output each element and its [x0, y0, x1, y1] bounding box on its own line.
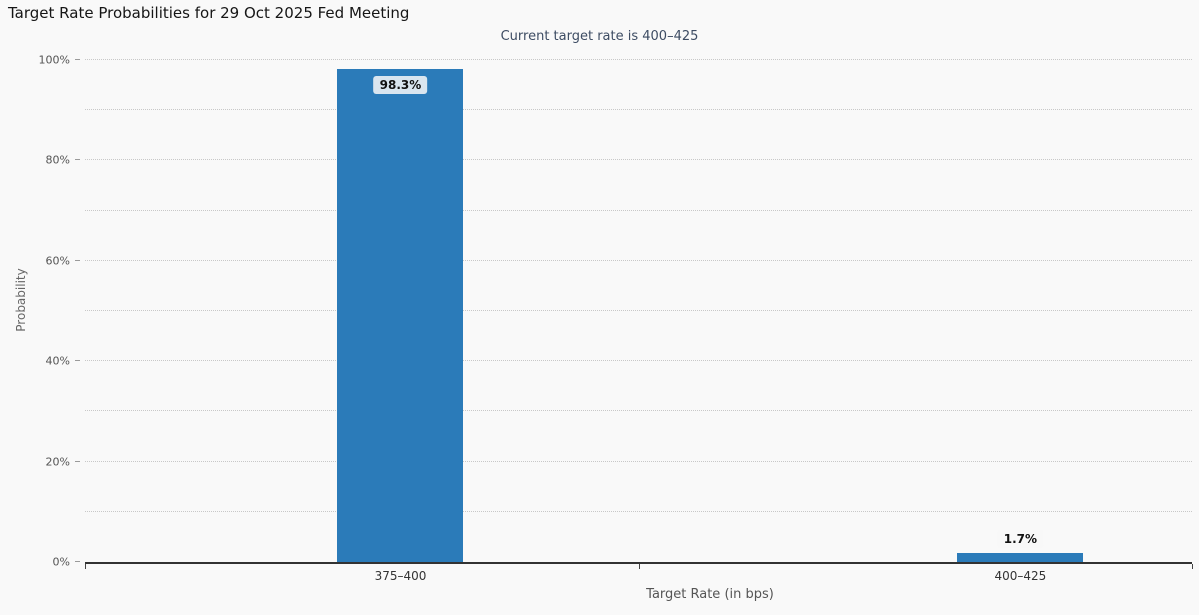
x-category-label: 375–400 — [374, 569, 427, 583]
y-tick-mark — [75, 159, 80, 161]
gridline — [85, 59, 1192, 60]
gridline — [85, 259, 1192, 261]
y-tick-label: 20% — [45, 455, 70, 469]
gridline — [85, 460, 1192, 462]
x-category-label: 400–425 — [994, 569, 1047, 583]
bar-value-label: 98.3% — [373, 75, 428, 94]
gridline — [85, 410, 1192, 412]
y-tick-label: 80% — [45, 153, 70, 167]
bar-value-label: 1.7% — [997, 530, 1044, 549]
x-axis: 375–400 400–425 — [85, 569, 1192, 585]
y-tick-label: 100% — [38, 53, 70, 67]
gridline — [85, 510, 1192, 512]
gridline — [85, 360, 1192, 362]
y-axis: 0% 20% 40% 60% 80% 100% — [0, 54, 80, 569]
y-tick-mark — [75, 360, 80, 362]
y-tick-mark — [75, 59, 80, 60]
chart-subtitle: Current target rate is 400–425 — [500, 29, 699, 44]
x-tick-mark — [85, 564, 86, 569]
probability-bar[interactable] — [957, 553, 1084, 562]
gridline — [85, 159, 1192, 161]
plot-area: 98.3% 1.7% — [85, 59, 1193, 569]
gridline — [85, 310, 1192, 311]
gridline — [85, 109, 1192, 111]
y-tick-label: 0% — [52, 555, 70, 569]
chart-title: Target Rate Probabilities for 29 Oct 202… — [8, 4, 410, 22]
probability-bar[interactable] — [337, 68, 464, 562]
y-tick-mark — [75, 561, 80, 562]
x-tick-mark — [1192, 564, 1193, 569]
x-tick-mark — [638, 564, 640, 569]
x-axis-title: Target Rate (in bps) — [646, 587, 774, 602]
gridline — [85, 209, 1192, 211]
y-tick-label: 40% — [45, 354, 70, 368]
y-tick-label: 60% — [45, 254, 70, 268]
y-tick-mark — [75, 460, 80, 462]
y-tick-mark — [75, 259, 80, 261]
